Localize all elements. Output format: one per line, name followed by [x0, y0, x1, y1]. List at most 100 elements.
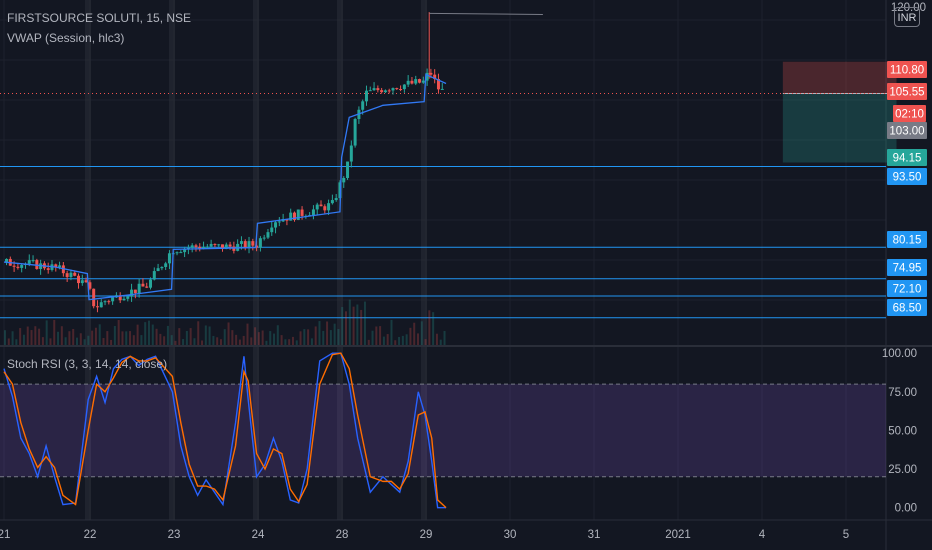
volume-bar	[398, 336, 401, 345]
candle-body	[402, 84, 406, 90]
position-risk-zone	[782, 61, 897, 94]
volume-bar	[382, 336, 385, 345]
candle-body	[194, 245, 198, 247]
volume-bar	[151, 324, 154, 345]
volume-bar	[394, 340, 397, 345]
volume-bar	[4, 330, 6, 345]
candle-body	[118, 295, 122, 301]
volume-bar	[163, 336, 166, 345]
time-axis-label-7: 31	[588, 529, 601, 541]
candle-body	[338, 182, 342, 199]
candle-body	[99, 302, 103, 308]
candle-body	[323, 206, 327, 211]
volume-bar	[318, 321, 321, 345]
volume-bar	[185, 330, 188, 345]
volume-bar	[41, 337, 44, 345]
volume-bar	[125, 331, 128, 345]
volume-bar	[117, 319, 120, 345]
time-axis-label-8: 2021	[665, 529, 691, 541]
volume-bar	[390, 319, 393, 345]
candle-body	[16, 266, 20, 268]
candle-body	[5, 258, 9, 263]
volume-bar	[428, 310, 431, 345]
candle-body	[353, 119, 357, 146]
candle-body	[319, 204, 323, 207]
volume-bar	[310, 338, 313, 345]
candle-body	[149, 279, 153, 288]
candle-body	[228, 244, 232, 247]
price-tag-label-9: 68.50	[893, 303, 922, 315]
volume-bar	[72, 328, 75, 345]
rsi-axis-label-1: 75.00	[888, 387, 917, 399]
volume-bar	[345, 311, 348, 345]
candle-body	[395, 88, 399, 90]
volume-bar	[273, 333, 276, 345]
candle-body	[175, 252, 179, 254]
candle-body	[95, 306, 99, 308]
volume-bar	[189, 328, 192, 345]
volume-bar	[60, 326, 63, 345]
candle-body	[224, 244, 228, 250]
volume-bar	[432, 312, 435, 345]
symbol-legend: FIRSTSOURCE SOLUTI, 15, NSE	[7, 11, 192, 25]
price-tag-label-1: 105.55	[889, 87, 924, 99]
volume-bar	[333, 323, 336, 345]
price-tag-7	[887, 259, 927, 276]
volume-bar	[83, 339, 86, 345]
candle-body	[399, 89, 403, 91]
volume-bar	[348, 299, 351, 345]
candle-body	[156, 268, 160, 272]
rsi-band-fill	[0, 384, 886, 477]
volume-bar	[439, 339, 442, 345]
volume-bar	[208, 326, 211, 345]
candle-body	[186, 247, 190, 249]
candle-body	[152, 271, 156, 280]
volume-bar	[113, 326, 116, 345]
candle-body	[262, 237, 266, 239]
volume-bar	[231, 330, 234, 345]
candle-body	[73, 272, 77, 276]
volume-bar	[265, 340, 268, 345]
candle-body	[425, 72, 429, 81]
candle-body	[12, 265, 16, 267]
price-tag-label-6: 80.15	[893, 235, 922, 247]
candle-body	[376, 88, 380, 91]
volume-bar	[238, 339, 241, 345]
price-tag-1	[887, 83, 927, 100]
volume-bar	[322, 330, 325, 345]
currency-badge[interactable]: INR	[894, 7, 920, 27]
volume-bar	[7, 338, 10, 345]
candle-body	[107, 301, 111, 303]
time-axis-label-5: 29	[420, 529, 433, 541]
volume-bar	[132, 335, 135, 345]
volume-bar	[337, 329, 340, 345]
price-tag-5	[887, 168, 927, 185]
stoch-k-line	[3, 352, 447, 509]
volume-bar	[144, 322, 147, 345]
candle-body	[183, 248, 187, 253]
price-tag-label-7: 74.95	[893, 263, 922, 275]
vwap-line	[3, 73, 447, 301]
volume-bar	[49, 338, 52, 345]
candle-body	[251, 241, 255, 246]
candle-body	[421, 80, 425, 83]
candle-body	[406, 80, 410, 85]
volume-bar	[443, 330, 446, 345]
candle-body	[92, 288, 96, 307]
candle-body	[429, 72, 433, 75]
candle-body	[274, 222, 278, 228]
volume-bar	[299, 331, 302, 345]
candle-body	[202, 246, 206, 249]
candle-body	[88, 282, 92, 289]
candle-body	[414, 79, 418, 84]
price-tag-label-5: 93.50	[893, 172, 922, 184]
rsi-axis-label-0: 100.00	[882, 348, 917, 360]
candle-body	[300, 209, 304, 216]
volume-bar	[424, 339, 427, 345]
volume-bar	[223, 329, 226, 345]
price-tag-label-0: 110.80	[890, 65, 924, 77]
volume-bar	[178, 328, 181, 345]
candle-body	[126, 296, 130, 299]
volume-bar	[91, 330, 94, 345]
